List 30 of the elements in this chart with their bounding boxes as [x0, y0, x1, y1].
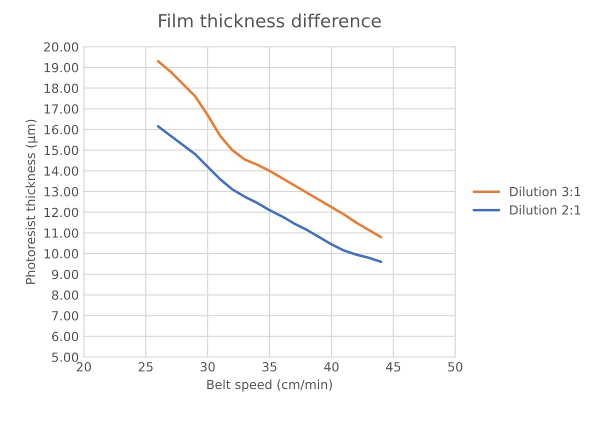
line-series: [156, 125, 382, 264]
y-tick-label: 18.00: [44, 84, 78, 94]
x-tick-label: 20: [76, 362, 91, 372]
y-tick-label: 7.00: [52, 311, 78, 321]
y-axis-title: Photoresist thickness (µm): [26, 120, 38, 284]
y-tick-label: 11.00: [44, 228, 78, 238]
y-tick-label: 12.00: [44, 208, 78, 218]
x-axis-title: Belt speed (cm/min): [207, 380, 332, 392]
legend-label: Dilution 3:1: [510, 186, 580, 196]
y-tick-label: 5.00: [52, 352, 78, 362]
chart-title: Film thickness difference: [159, 14, 381, 28]
x-tick-label: 35: [262, 362, 276, 372]
x-tick-label: 30: [200, 362, 215, 372]
x-tick-label: 50: [448, 362, 462, 372]
y-tick-label: 8.00: [52, 290, 78, 300]
y-tick-label: 16.00: [44, 124, 78, 134]
legend-label: Dilution 2:1: [510, 205, 580, 215]
y-tick-label: 13.00: [44, 187, 78, 196]
y-tick-label: 14.00: [44, 166, 78, 176]
y-tick-label: 10.00: [44, 249, 78, 259]
line-series: [156, 60, 382, 238]
y-tick-label: 15.00: [44, 146, 78, 156]
y-tick-label: 6.00: [52, 332, 78, 342]
x-tick-label: 40: [324, 362, 339, 372]
x-tick-label: 45: [386, 362, 400, 372]
y-tick-label: 20.00: [44, 42, 78, 52]
y-tick-label: 9.00: [52, 270, 78, 280]
x-tick-label: 25: [138, 362, 153, 372]
y-tick-label: 19.00: [44, 62, 78, 72]
y-tick-label: 17.00: [44, 104, 78, 114]
